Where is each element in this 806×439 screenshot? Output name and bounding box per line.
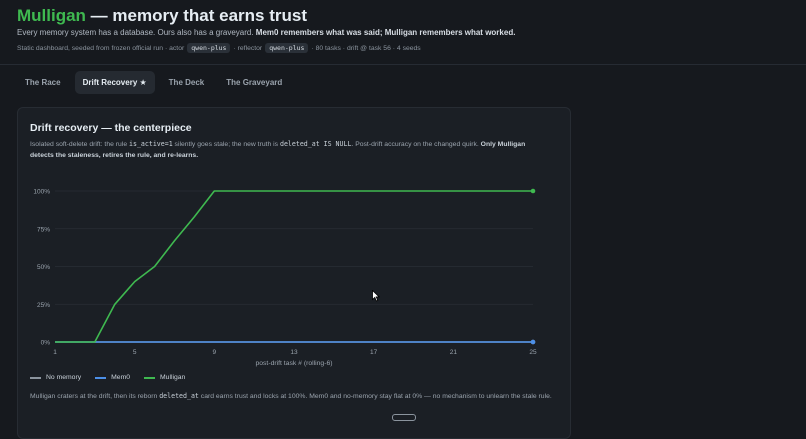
x-axis-label: post-drift task # (rolling-6) xyxy=(255,360,332,367)
legend-label: Mem0 xyxy=(111,374,131,381)
x-tick-label: 21 xyxy=(450,349,458,356)
run-meta: Static dashboard, seeded from frozen off… xyxy=(17,43,421,53)
card-description: Isolated soft-delete drift: the rule is_… xyxy=(30,139,545,161)
drift-recovery-chart: 0% 25% 50% 75% 100% 1 5 9 13 17 21 25 post-drift tas… xyxy=(33,188,537,368)
brand-name: Mulligan xyxy=(17,6,86,25)
tab-drift-recovery[interactable]: Drift Recovery ★ xyxy=(74,71,155,94)
scroll-handle[interactable] xyxy=(392,414,416,421)
x-tick-label: 13 xyxy=(290,349,298,356)
caption-text-2: card earns trust and locks at 100%. Mem0… xyxy=(198,393,552,400)
y-tick-label: 75% xyxy=(37,226,50,233)
legend-swatch-mulligan xyxy=(144,376,156,379)
tab-bar: The Race Drift Recovery ★ The Deck The G… xyxy=(17,71,290,94)
tagline-bold: Mem0 remembers what was said; Mulligan r… xyxy=(255,28,516,37)
tagline: Every memory system has a database. Ours… xyxy=(17,28,515,37)
caption-code: deleted_at xyxy=(159,392,199,400)
actor-pill: qwen-plus xyxy=(187,43,231,53)
series-endpoint-mulligan xyxy=(530,188,536,194)
tab-the-race[interactable]: The Race xyxy=(25,78,61,87)
legend-item-mem0[interactable]: Mem0 xyxy=(95,374,130,381)
x-tick-label: 1 xyxy=(53,349,57,356)
header-divider xyxy=(0,64,806,65)
legend-label: No memory xyxy=(46,374,82,381)
y-tick-label: 50% xyxy=(37,264,50,271)
desc-text-1: Isolated soft-delete drift: the rule xyxy=(30,141,129,148)
legend-swatch-no-memory xyxy=(30,376,41,379)
series-line-mulligan xyxy=(55,190,533,343)
reflector-pill: qwen-plus xyxy=(265,43,309,53)
meta-suffix: · 80 tasks · drift @ task 56 · 4 seeds xyxy=(311,44,421,52)
desc-text-2: silently goes stale; the new truth is xyxy=(172,141,280,148)
desc-code-1: is_active=1 xyxy=(129,140,173,148)
chart-legend: No memory Mem0 Mulligan xyxy=(30,374,185,381)
title-rest: — memory that earns trust xyxy=(85,6,308,25)
tab-the-graveyard[interactable]: The Graveyard xyxy=(226,78,283,87)
card-title: Drift recovery — the centerpiece xyxy=(30,122,192,134)
x-tick-label: 17 xyxy=(370,349,378,356)
meta-prefix: Static dashboard, seeded from frozen off… xyxy=(17,44,185,52)
desc-code-2: deleted_at IS NULL xyxy=(279,140,352,148)
meta-mid: · reflector xyxy=(233,44,263,52)
series-endpoint-mem0 xyxy=(530,339,536,345)
desc-text-3: . Post-drift accuracy on the changed qui… xyxy=(351,141,481,148)
y-tick-label: 0% xyxy=(41,340,51,347)
x-tick-label: 9 xyxy=(213,349,217,356)
y-tick-label: 100% xyxy=(33,189,50,196)
tab-the-deck[interactable]: The Deck xyxy=(168,78,205,87)
x-tick-label: 25 xyxy=(529,349,537,356)
tagline-text: Every memory system has a database. Ours… xyxy=(17,28,256,37)
x-tick-label: 5 xyxy=(133,349,137,356)
caption-text-1: Mulligan craters at the drift, then its … xyxy=(30,393,160,400)
legend-item-no-memory[interactable]: No memory xyxy=(30,374,81,381)
legend-item-mulligan[interactable]: Mulligan xyxy=(144,374,185,381)
mouse-cursor-icon xyxy=(372,290,380,302)
chart-caption: Mulligan craters at the drift, then its … xyxy=(30,391,560,402)
drift-recovery-card: Drift recovery — the centerpiece Isolate… xyxy=(17,107,571,439)
desc-bold: Only Mulligan detects the staleness, ret… xyxy=(30,141,526,159)
legend-label: Mulligan xyxy=(160,374,186,381)
y-tick-label: 25% xyxy=(37,302,50,309)
legend-swatch-mem0 xyxy=(95,376,107,379)
page-title: Mulligan — memory that earns trust xyxy=(17,6,307,26)
